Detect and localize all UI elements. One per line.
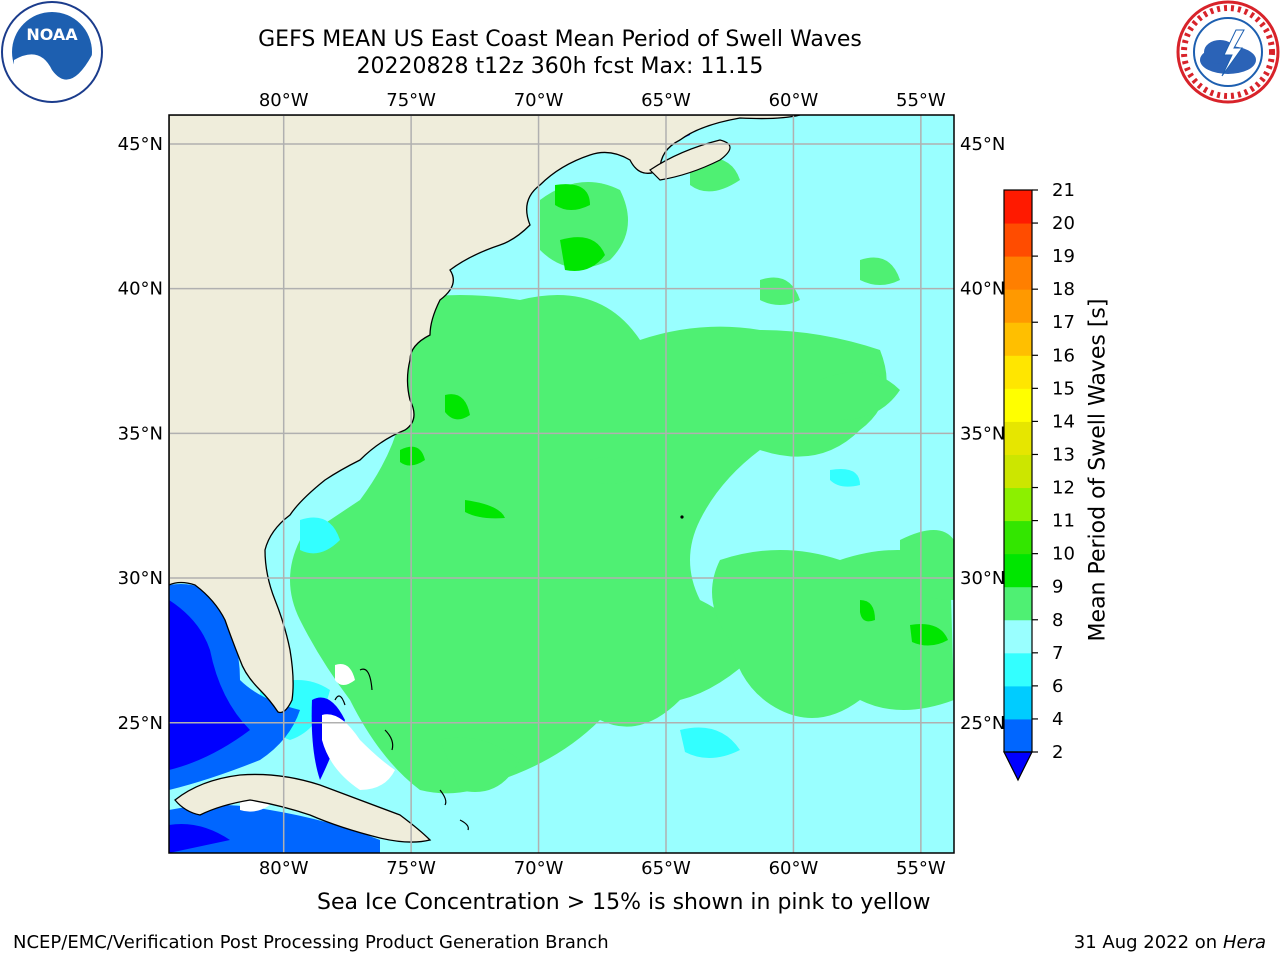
colorbar: 2 4 6 7 8 9 10 11 12 13 14 15 16 17 18 19 20 21	[1003, 180, 1075, 782]
colorbar-tick-label-4: 8	[1052, 610, 1063, 631]
lon-label-bottom-1: 75°W	[386, 858, 436, 879]
lat-label-right-0: 45°N	[960, 134, 1005, 155]
lon-label-bottom-5: 55°W	[896, 858, 946, 879]
land-cuba	[174, 773, 432, 843]
lat-label-left-0: 45°N	[118, 134, 163, 155]
colorbar-tick-label-1: 4	[1052, 709, 1063, 730]
colorbar-segment-14	[1004, 256, 1032, 290]
lon-label-bottom-2: 70°W	[514, 858, 564, 879]
lon-labels-bottom: 80°W 75°W 70°W 65°W 60°W 55°W	[259, 858, 946, 879]
lon-label-top-3: 65°W	[641, 90, 691, 111]
lat-label-right-2: 35°N	[960, 423, 1005, 444]
colorbar-tick-label-13: 17	[1052, 312, 1075, 333]
noaa-logo: NOAA	[1, 1, 103, 103]
lon-label-bottom-0: 80°W	[259, 858, 309, 879]
colorbar-segment-10	[1004, 388, 1032, 422]
colorbar-segment-9	[1004, 421, 1032, 455]
swell-10-11s-regions	[400, 184, 948, 646]
colorbar-segment-12	[1004, 322, 1032, 356]
sea-ice-note: Sea Ice Concentration > 15% is shown in …	[317, 890, 931, 915]
colorbar-frame	[1003, 189, 1033, 753]
gridlines	[169, 115, 954, 853]
colorbar-tick-label-14: 18	[1052, 279, 1075, 300]
colorbar-tick-label-9: 13	[1052, 444, 1075, 465]
colorbar-tick-label-5: 9	[1052, 577, 1063, 598]
colorbar-segment-1	[1004, 685, 1032, 720]
chart-subtitle: 20220828 t12z 360h fcst Max: 11.15	[356, 54, 764, 79]
colorbar-segment-15	[1004, 223, 1032, 257]
map-area	[169, 115, 954, 853]
colorbar-tick-label-12: 16	[1052, 345, 1075, 366]
colorbar-tick-label-3: 7	[1052, 643, 1063, 664]
lat-label-right-1: 40°N	[960, 279, 1005, 300]
colorbar-label: Mean Period of Swell Waves [s]	[1085, 298, 1111, 642]
colorbar-tick-label-17: 21	[1052, 180, 1075, 201]
footer-host: Hera	[1222, 932, 1266, 953]
lat-label-right-4: 25°N	[960, 713, 1005, 734]
lat-label-left-4: 25°N	[118, 713, 163, 734]
colorbar-tick-label-6: 10	[1052, 544, 1075, 565]
lon-labels-top: 80°W 75°W 70°W 65°W 60°W 55°W	[259, 90, 946, 111]
lon-label-top-4: 60°W	[769, 90, 819, 111]
land-nova-scotia	[649, 139, 731, 181]
lat-label-left-2: 35°N	[118, 423, 163, 444]
colorbar-segment-2	[1004, 652, 1032, 687]
colorbar-tick-label-8: 12	[1052, 478, 1075, 499]
land-north-america	[169, 115, 801, 714]
chart-title: GEFS MEAN US East Coast Mean Period of S…	[258, 27, 862, 52]
colorbar-segment-16	[1004, 190, 1032, 224]
colorbar-segment-11	[1004, 355, 1032, 389]
noaa-logo-text: NOAA	[26, 25, 78, 44]
colorbar-segment-6	[1004, 520, 1032, 555]
lat-label-left-1: 40°N	[118, 279, 163, 300]
colorbar-tick-label-15: 19	[1052, 246, 1075, 267]
colorbar-tick-label-2: 6	[1052, 676, 1063, 697]
colorbar-segment-3	[1004, 619, 1032, 654]
colorbar-tick-label-11: 15	[1052, 378, 1075, 399]
lon-label-top-1: 75°W	[386, 90, 436, 111]
swell-9-10s-regions	[290, 157, 954, 794]
nws-logo	[1176, 0, 1280, 104]
colorbar-segment-13	[1004, 289, 1032, 323]
lon-label-bottom-4: 60°W	[769, 858, 819, 879]
lon-label-bottom-3: 65°W	[641, 858, 691, 879]
lat-labels-right: 45°N 40°N 35°N 30°N 25°N	[960, 134, 1005, 734]
colorbar-segment-4	[1004, 586, 1032, 621]
lon-label-top-0: 80°W	[259, 90, 309, 111]
colorbar-segment-7	[1004, 487, 1032, 522]
colorbar-segment-8	[1004, 454, 1032, 489]
colorbar-segment-5	[1004, 553, 1032, 588]
map-frame	[168, 114, 955, 854]
footer-date: 31 Aug 2022 on Hera	[1074, 932, 1266, 953]
colorbar-under-triangle	[1003, 751, 1033, 782]
lon-label-top-2: 70°W	[514, 90, 564, 111]
lat-label-left-3: 30°N	[118, 568, 163, 589]
lon-label-top-5: 55°W	[896, 90, 946, 111]
footer-credit: NCEP/EMC/Verification Post Processing Pr…	[13, 932, 609, 953]
colorbar-segment-0	[1004, 718, 1032, 753]
bahama-islands	[334, 668, 469, 831]
colorbar-tick-label-7: 11	[1052, 511, 1075, 532]
lat-label-right-3: 30°N	[960, 568, 1005, 589]
footer-date-text: 31 Aug 2022 on	[1073, 932, 1218, 953]
colorbar-tick-label-10: 14	[1052, 411, 1075, 432]
colorbar-tick-label-0: 2	[1052, 742, 1063, 763]
bermuda	[680, 515, 684, 519]
lat-labels-left: 45°N 40°N 35°N 30°N 25°N	[118, 134, 163, 734]
colorbar-tick-label-16: 20	[1052, 213, 1075, 234]
